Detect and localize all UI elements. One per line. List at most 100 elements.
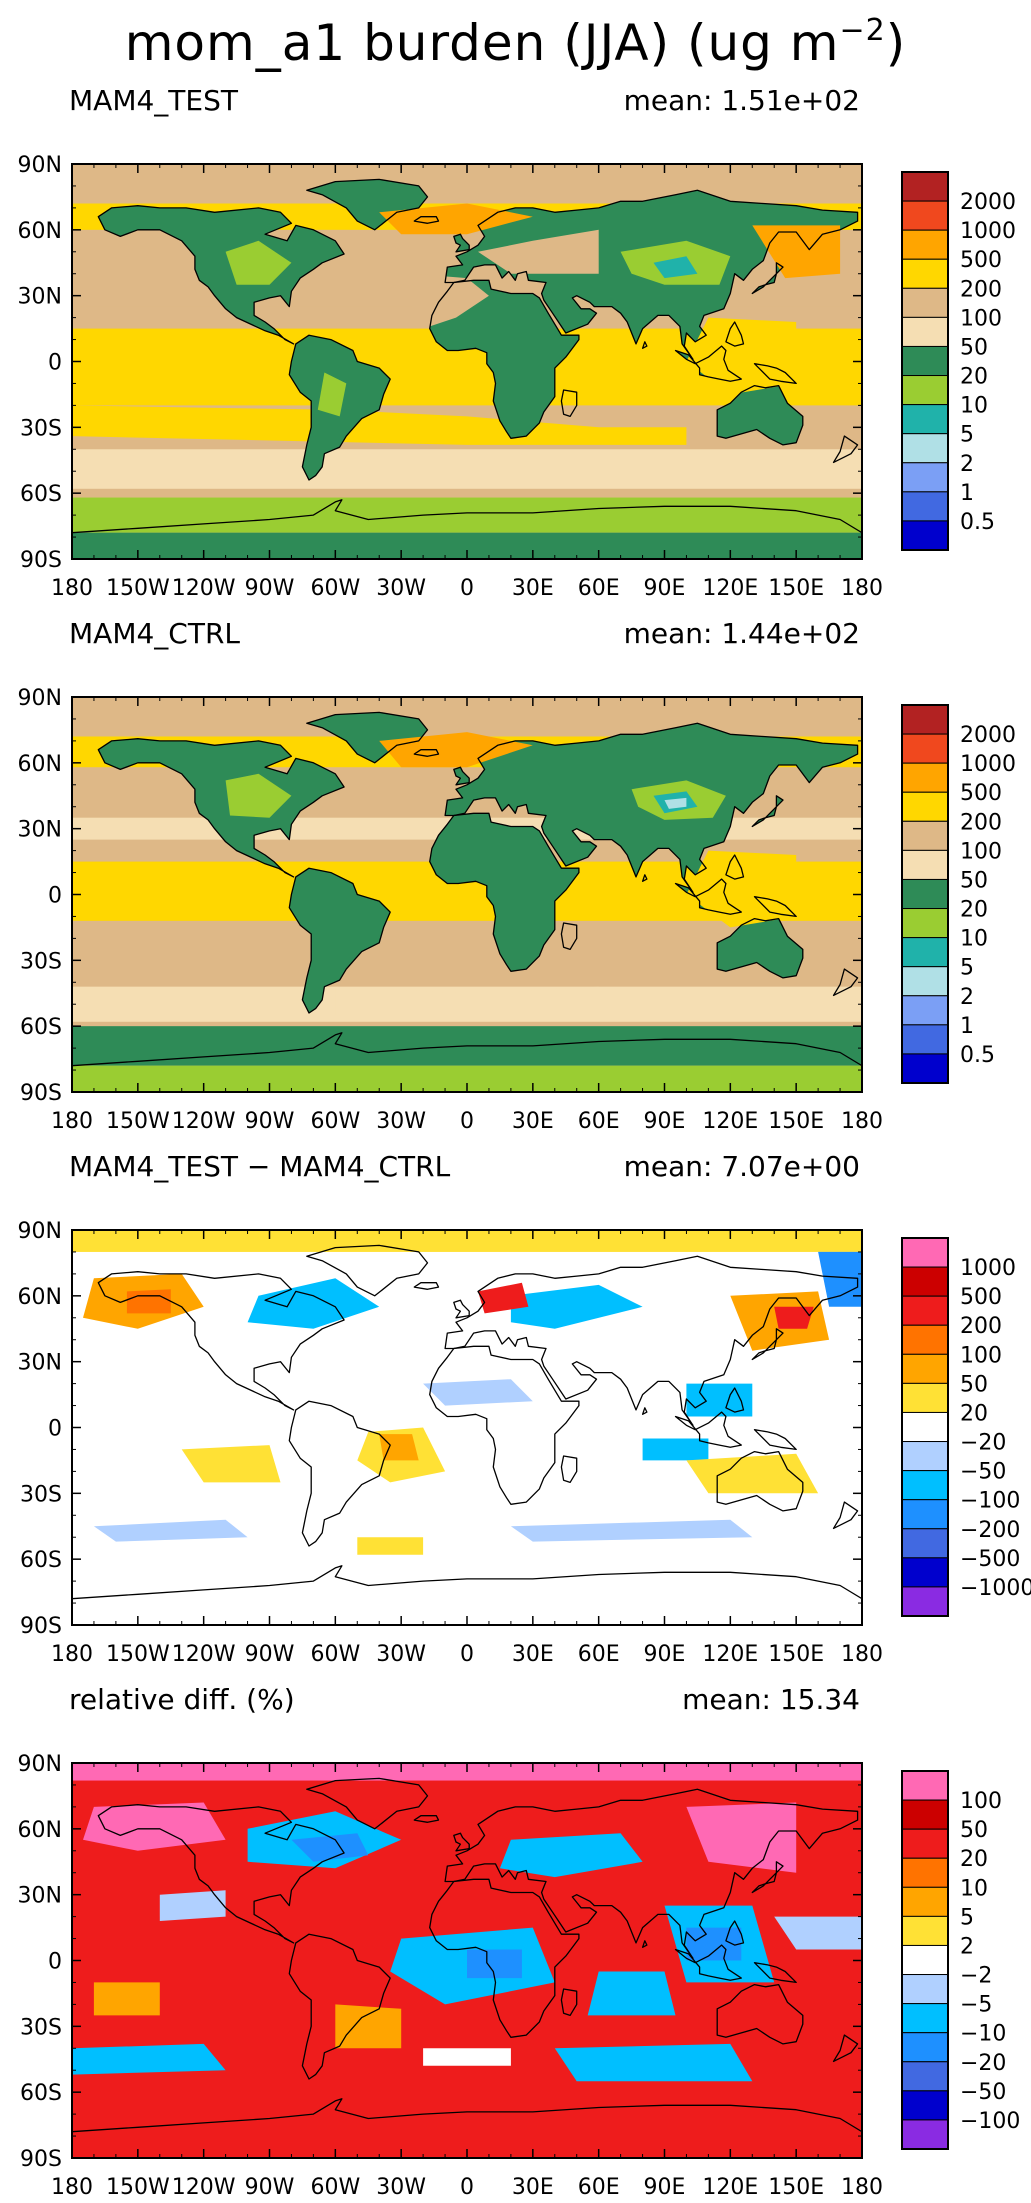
coastline-greenland [306, 1244, 429, 1297]
lat-label: 0 [48, 884, 62, 909]
coastline-indonesia [674, 878, 742, 915]
coastline-iceland [413, 1815, 440, 1823]
lon-label: 90E [644, 576, 686, 601]
map-plot: 90N 60N 30N 0 30S 60S 90S 180 150W 120W 90W 60W 30W 0… [18, 1219, 1031, 1667]
lon-label: 150E [768, 1109, 824, 1134]
coastline-iceland [413, 1282, 440, 1290]
colorbar-label: 20 [960, 1847, 988, 1872]
coastline-eurasia [444, 722, 859, 893]
lon-label: 150E [768, 1642, 824, 1667]
coastline-africa [429, 812, 580, 972]
field-region [335, 986, 599, 1016]
colorbar-label: −50 [960, 1460, 1006, 1485]
panel-title: MAM4_TEST [69, 84, 238, 117]
colorbar-label: 1 [960, 1014, 974, 1039]
colorbar-label: 1000 [960, 752, 1016, 777]
field-region [642, 1438, 709, 1461]
colorbar-swatch [901, 404, 949, 435]
colorbar-label: 100 [960, 1343, 1002, 1368]
field-region [510, 1284, 643, 1329]
field-region [412, 273, 489, 329]
colorbar-label: 100 [960, 1789, 1002, 1814]
field-region [467, 1949, 522, 1979]
colorbar-label: 20 [960, 365, 988, 390]
colorbar-label: −5 [960, 1993, 992, 2018]
panel-title: relative diff. (%) [69, 1683, 295, 1716]
lat-label: 90S [20, 1081, 62, 1106]
mean-label: mean: [623, 84, 713, 117]
lat-label: 90N [18, 153, 62, 178]
colorbar-swatch [901, 1441, 949, 1472]
coastline-philippines [725, 321, 745, 347]
lon-label: 150E [768, 576, 824, 601]
coastline-samerica [288, 1400, 391, 1547]
lon-label: 90W [245, 1109, 295, 1134]
field-region [686, 1453, 819, 1494]
map-field [72, 1230, 862, 1625]
colorbar-swatch [901, 1382, 949, 1413]
coastline-australia [716, 1983, 804, 2045]
mean-label: mean: [623, 1150, 713, 1183]
coastline-greenland [306, 1777, 429, 1830]
colorbar-swatch [901, 1886, 949, 1917]
panel-relative-diff: relative diff. (%) mean: 15.34 90N 60N 30N… [0, 1683, 1031, 2203]
panel-mean: mean: 1.51e+02 [624, 84, 860, 118]
lon-label: 120W [172, 576, 236, 601]
field-region [93, 1519, 248, 1542]
colorbar-swatch [901, 1915, 949, 1946]
colorbar-frame [901, 1770, 949, 2150]
field-region [317, 372, 347, 417]
colorbar-swatch [901, 2032, 949, 2063]
coastline-iceland [413, 749, 440, 757]
lon-label: 90W [245, 576, 295, 601]
field-region [499, 1833, 643, 1878]
field-region [306, 712, 428, 763]
lat-label: 60N [18, 1285, 62, 1310]
lon-label: 180 [841, 576, 883, 601]
colorbar-label: 1000 [960, 1256, 1016, 1281]
coastline-philippines [725, 854, 745, 880]
colorbar-swatch [901, 520, 949, 551]
colorbar-label: −500 [960, 1547, 1020, 1572]
lat-label: 30S [20, 416, 62, 441]
coastline-australia [716, 917, 804, 979]
colorbar-swatch [901, 287, 949, 318]
mean-label: mean: [623, 617, 713, 650]
panel-mean: mean: 15.34 [682, 1683, 860, 1717]
coastline-africa [429, 1345, 580, 1505]
coastline-nz [832, 435, 859, 464]
field-region [159, 1890, 226, 1921]
colorbar-swatch [901, 200, 949, 231]
colorbar-label: 2000 [960, 190, 1016, 215]
lon-label: 60E [578, 1642, 620, 1667]
lon-label: 60W [310, 1642, 360, 1667]
coastline-indonesia [674, 1411, 742, 1448]
coastline-iceland [413, 216, 440, 224]
colorbar-label: 200 [960, 277, 1002, 302]
colorbar-label: 500 [960, 781, 1002, 806]
lon-label: 60W [310, 1109, 360, 1134]
colorbar-label: 50 [960, 335, 988, 360]
lat-label: 30S [20, 1482, 62, 1507]
colorbar-label: 50 [960, 868, 988, 893]
coastline-samerica [288, 867, 391, 1014]
lon-label: 120E [702, 1109, 758, 1134]
field-region [225, 773, 292, 818]
coastline-greenland [306, 711, 429, 764]
coastline-nz [832, 2034, 859, 2063]
lon-label: 90W [245, 2175, 295, 2200]
lat-label: 90N [18, 1752, 62, 1777]
field-region [717, 385, 803, 445]
title-text: mom_a1 burden (JJA) (ug m [124, 14, 840, 72]
map-field [72, 697, 862, 1092]
colorbar-swatch [901, 966, 949, 997]
lon-label: 30E [512, 2175, 554, 2200]
lat-label: 90S [20, 1614, 62, 1639]
colorbar-swatch [901, 704, 949, 735]
lon-label: 30E [512, 1642, 554, 1667]
field-region [72, 405, 687, 445]
coastline-antarctica [72, 1032, 862, 1092]
coastline-newguinea [753, 363, 797, 385]
colorbar-label: 20 [960, 898, 988, 923]
field-region [357, 1537, 424, 1555]
